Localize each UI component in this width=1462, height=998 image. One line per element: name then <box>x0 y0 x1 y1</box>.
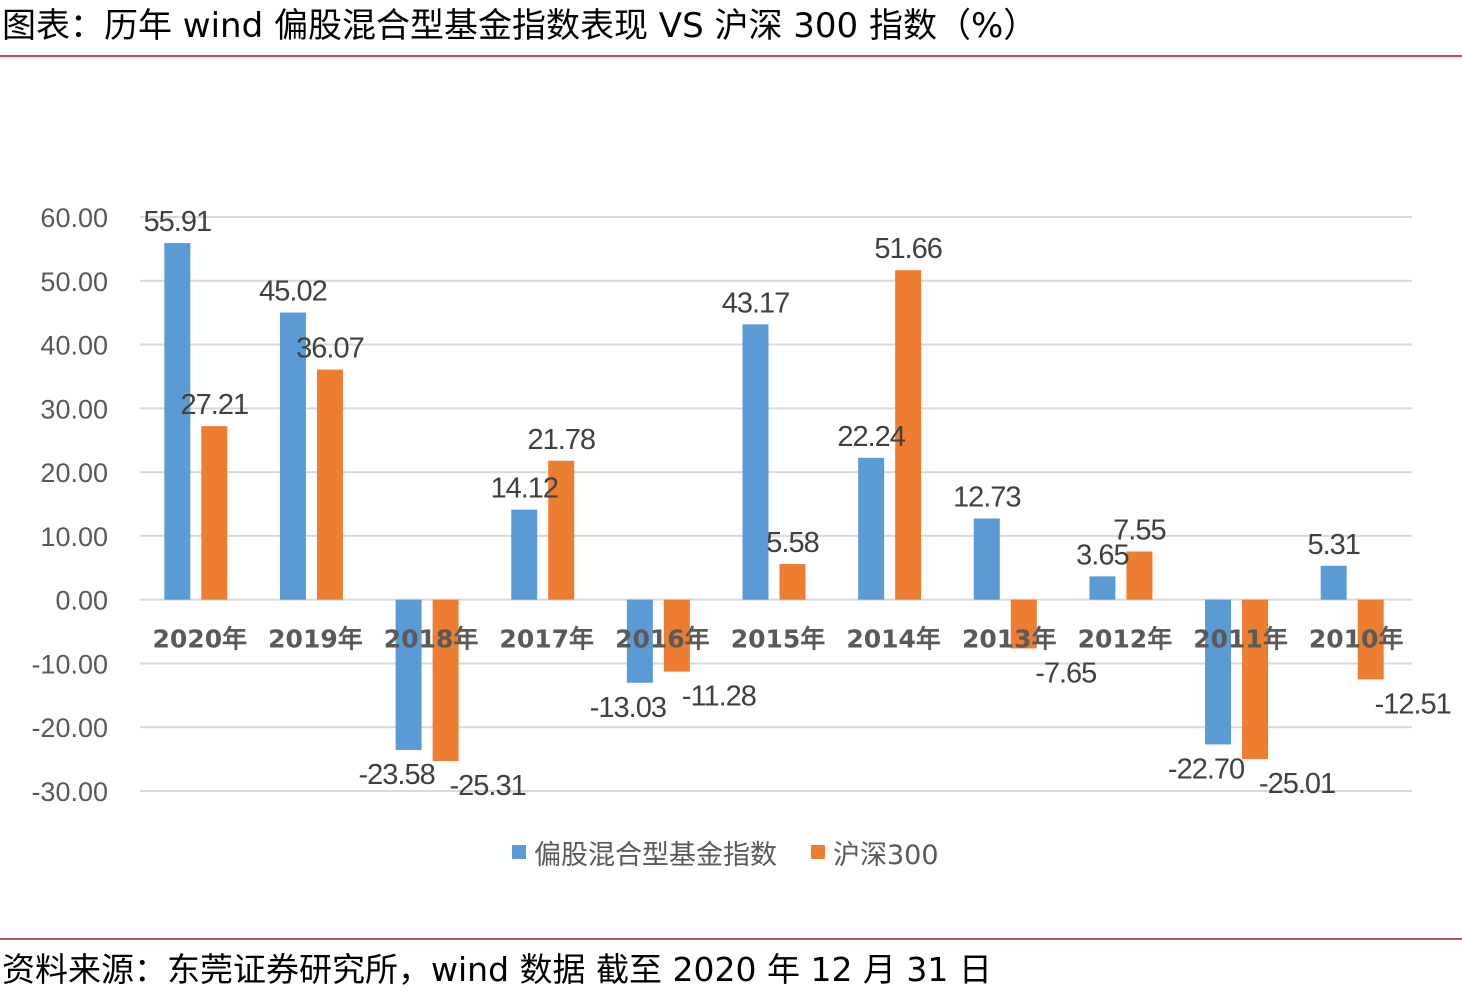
bar-fund-2020年 <box>164 243 191 600</box>
data-label-fund: -13.03 <box>590 692 666 724</box>
y-tick-label: 0.00 <box>55 586 108 616</box>
data-label-fund: 22.24 <box>837 421 905 453</box>
data-label-hs300: 36.07 <box>296 333 364 365</box>
y-tick-label: 30.00 <box>40 394 108 424</box>
legend-label-1: 沪深300 <box>833 840 939 871</box>
bar-fund-2019年 <box>279 312 306 600</box>
data-label-fund: 3.65 <box>1076 539 1128 571</box>
header: 图表：历年 wind 偏股混合型基金指数表现 VS 沪深 300 指数（%） <box>0 0 1462 56</box>
y-tick-label: -10.00 <box>31 649 108 679</box>
data-label-fund: 5.31 <box>1307 529 1359 561</box>
page-title: 图表：历年 wind 偏股混合型基金指数表现 VS 沪深 300 指数（%） <box>2 6 1038 46</box>
legend-swatch-0 <box>512 845 526 859</box>
category-label: 2020年 <box>153 625 248 654</box>
data-label-hs300: 27.21 <box>181 389 249 421</box>
bar-fund-2010年 <box>1320 565 1347 600</box>
y-tick-label: 60.00 <box>40 203 108 233</box>
bar-hs300-2015年 <box>779 564 806 600</box>
category-label: 2013年 <box>962 625 1057 654</box>
y-tick-label: 40.00 <box>40 331 108 361</box>
y-tick-label: -20.00 <box>31 713 108 743</box>
bar-hs300-2019年 <box>316 369 343 600</box>
source-note: 资料来源：东莞证券研究所，wind 数据 截至 2020 年 12 月 31 日 <box>2 950 992 989</box>
bar-hs300-2010年 <box>1357 599 1384 680</box>
data-label-hs300: -12.51 <box>1375 688 1451 720</box>
legend-swatch-1 <box>811 845 825 859</box>
data-label-hs300: -11.28 <box>682 681 756 713</box>
bar-fund-2017年 <box>511 509 538 600</box>
category-label-layer: 2020年 2019年 2018年 2017年 2016年 2015年 2014年 2013年… <box>153 625 1404 654</box>
data-label-hs300: 21.78 <box>527 424 595 456</box>
bar-fund-2012年 <box>1089 576 1116 600</box>
data-label-fund: 45.02 <box>259 276 327 308</box>
data-label-hs300: 5.58 <box>766 527 818 559</box>
bar-hs300-2017年 <box>548 460 575 600</box>
grid-layer: 60.00 50.00 40.00 30.00 20.00 10.00 0.00 -10.00… <box>31 203 1412 807</box>
data-label-fund: 55.91 <box>144 206 212 238</box>
category-label: 2011年 <box>1193 625 1288 654</box>
data-label-fund: -23.58 <box>358 759 434 791</box>
bar-hs300-2011年 <box>1242 599 1269 760</box>
data-label-fund: 14.12 <box>490 473 558 505</box>
category-label: 2015年 <box>731 625 826 654</box>
bar-chart: 60.00 50.00 40.00 30.00 20.00 10.00 0.00 -10.00… <box>31 203 1452 871</box>
category-label: 2016年 <box>615 625 710 654</box>
category-label: 2018年 <box>384 625 479 654</box>
category-label: 2019年 <box>268 625 363 654</box>
bar-hs300-2016年 <box>663 599 690 672</box>
bar-fund-2018年 <box>395 599 422 751</box>
data-label-hs300: -25.01 <box>1259 768 1335 800</box>
y-tick-label: -30.00 <box>31 777 108 807</box>
legend-label-0: 偏股混合型基金指数 <box>534 840 777 871</box>
bar-layer <box>164 243 1384 762</box>
category-label: 2017年 <box>499 625 594 654</box>
data-label-hs300: 51.66 <box>874 233 942 265</box>
legend: 偏股混合型基金指数 沪深300 <box>512 840 939 871</box>
data-label-hs300: -7.65 <box>1035 657 1096 689</box>
bar-hs300-2020年 <box>201 426 228 600</box>
title-divider <box>0 55 1462 57</box>
bar-hs300-2012年 <box>1126 551 1153 600</box>
y-tick-label: 10.00 <box>40 522 108 552</box>
category-label: 2014年 <box>846 625 941 654</box>
data-label-layer: 55.91 27.21 45.02 36.07 -23.58 -25.31 14.12 21.… <box>144 206 1452 802</box>
bar-fund-2013年 <box>973 518 1000 600</box>
data-label-fund: -22.70 <box>1168 753 1244 785</box>
y-tick-label: 50.00 <box>40 267 108 297</box>
data-label-hs300: -25.31 <box>449 770 525 802</box>
bar-fund-2011年 <box>1205 599 1232 745</box>
bar-hs300-2018年 <box>432 599 459 762</box>
y-tick-label: 20.00 <box>40 458 108 488</box>
data-label-fund: 12.73 <box>953 481 1021 513</box>
bar-hs300-2013年 <box>1010 599 1037 649</box>
footer-divider <box>0 938 1462 940</box>
data-label-hs300: 7.55 <box>1113 515 1165 547</box>
bar-fund-2014年 <box>858 457 885 600</box>
bar-hs300-2014年 <box>895 270 922 600</box>
category-label: 2012年 <box>1078 625 1173 654</box>
data-label-fund: 43.17 <box>722 287 790 319</box>
bar-fund-2015年 <box>742 324 769 600</box>
bar-fund-2016年 <box>626 599 653 683</box>
category-label: 2010年 <box>1309 625 1404 654</box>
